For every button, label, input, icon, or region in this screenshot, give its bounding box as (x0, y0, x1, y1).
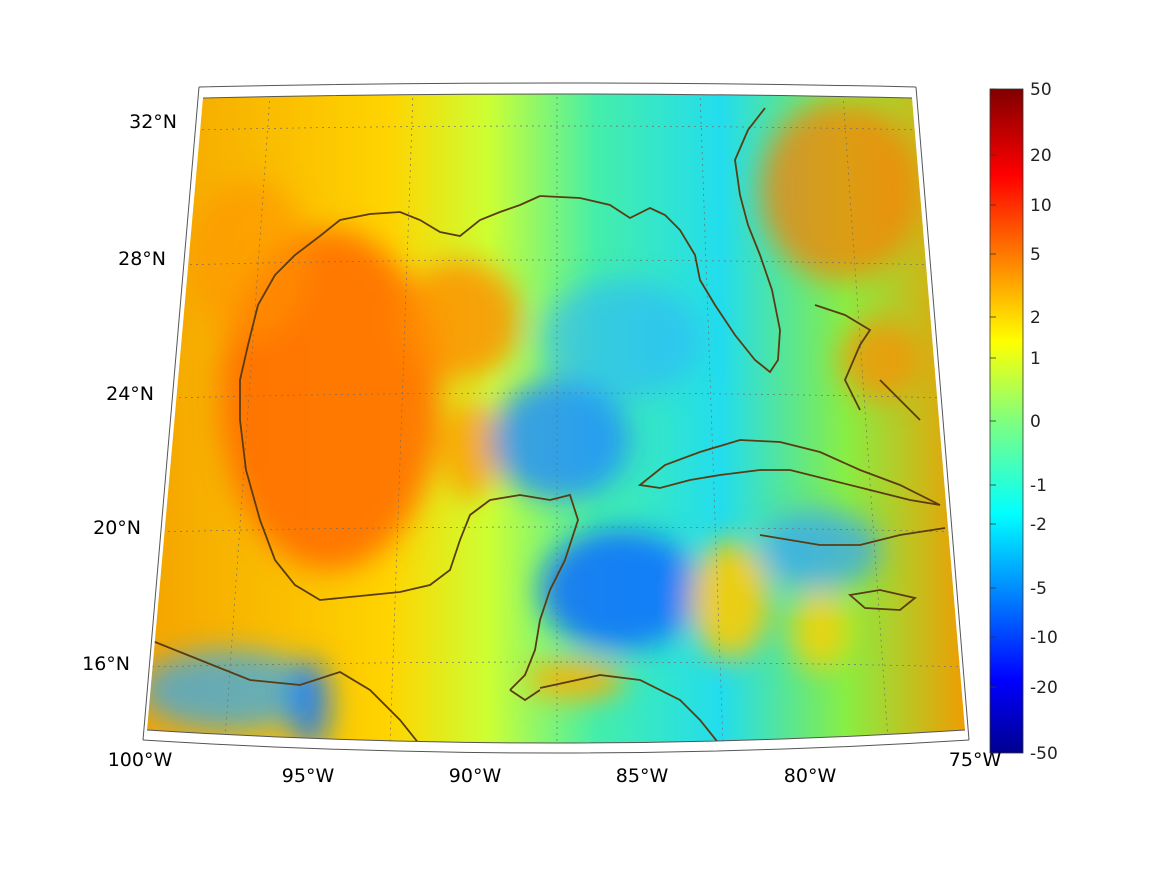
latitude-label: 28°N (118, 248, 166, 270)
longitude-label: 85°W (616, 765, 669, 787)
colorbar-tick-label: -50 (1030, 744, 1058, 764)
central-america (149, 527, 946, 743)
longitude-label: 75°W (949, 749, 1002, 771)
longitude-label: 100°W (108, 749, 173, 771)
colorbar-tick-label: 5 (1030, 245, 1041, 265)
longitude-labels: 100°W 95°W 90°W 85°W 80°W 75°W (108, 749, 1002, 787)
yucatan-coast (509, 689, 541, 702)
coastlines (149, 107, 946, 743)
bahamas (814, 304, 921, 421)
longitude-label: 90°W (449, 765, 502, 787)
florida-coast (539, 107, 781, 374)
colorbar-tick-label: -20 (1030, 678, 1058, 698)
latitude-label: 20°N (93, 517, 141, 539)
map-frame (142, 82, 970, 754)
colorbar-tick-label: 20 (1030, 146, 1052, 166)
colorbar-tick-label: 10 (1030, 196, 1052, 216)
jamaica (847, 589, 918, 611)
latitude-label: 16°N (82, 653, 130, 675)
colorbar-tick-label: -10 (1030, 628, 1058, 648)
longitude-label: 80°W (784, 765, 837, 787)
anomaly-field (147, 94, 965, 743)
latitude-label: 32°N (129, 111, 177, 133)
colorbar-tick-label: 1 (1030, 349, 1041, 369)
colorbar-tick-label: -2 (1030, 515, 1047, 535)
latitude-label: 24°N (106, 383, 154, 405)
colorbar-tick-label: -5 (1030, 579, 1047, 599)
gulf-coast-west (239, 195, 579, 691)
colorbar-tick-label: 2 (1030, 308, 1041, 328)
colorbar-tick-label: 0 (1030, 412, 1041, 432)
cuba (637, 439, 941, 506)
longitude-label: 95°W (282, 765, 335, 787)
latitude-labels: 16°N 20°N 24°N 28°N 32°N (82, 111, 177, 675)
colorbar-tick-label: 50 (1030, 80, 1052, 100)
colorbar-tick-label: -1 (1030, 476, 1047, 496)
